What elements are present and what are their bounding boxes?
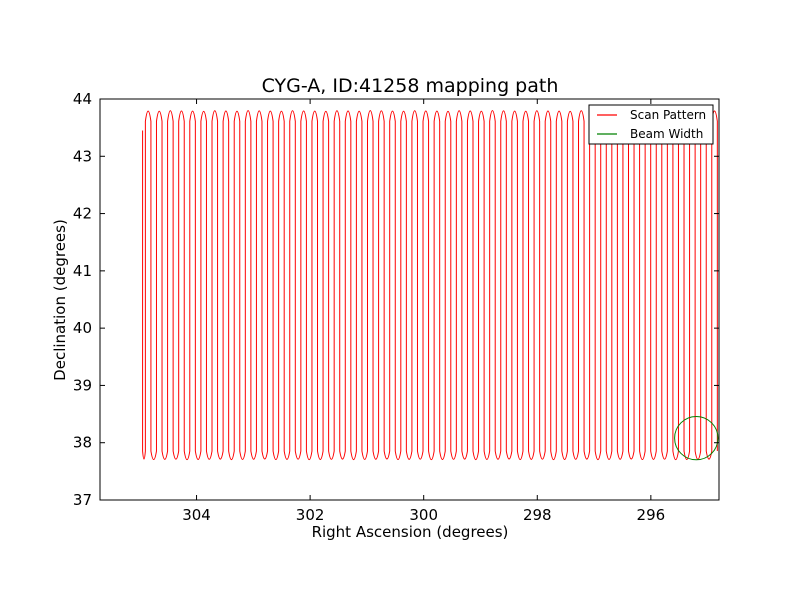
plot-frame xyxy=(99,98,720,501)
scan-pattern-line xyxy=(142,110,718,461)
y-tick-label: 41 xyxy=(73,262,92,280)
x-axis-label: Right Ascension (degrees) xyxy=(312,523,509,541)
scan-pattern-series xyxy=(142,110,718,461)
y-axis-ticks: 37 38 39 40 41 42 43 44 xyxy=(73,90,719,509)
chart-title: CYG-A, ID:41258 mapping path xyxy=(262,75,559,97)
x-tick-label: 302 xyxy=(296,506,325,524)
legend: Scan Pattern Beam Width xyxy=(588,104,714,145)
legend-scan-pattern-label: Scan Pattern xyxy=(630,108,706,122)
beam-width-series xyxy=(674,415,719,461)
plot-area xyxy=(99,98,720,501)
y-tick-label: 43 xyxy=(73,147,92,165)
y-tick-label: 40 xyxy=(73,319,92,337)
x-tick-label: 304 xyxy=(182,506,211,524)
x-axis-ticks: 304 302 300 298 296 xyxy=(182,99,665,524)
y-tick-label: 37 xyxy=(73,491,92,509)
x-tick-label: 296 xyxy=(637,506,666,524)
x-tick-label: 300 xyxy=(409,506,438,524)
legend-beam-width-label: Beam Width xyxy=(630,127,703,141)
beam-width-circle xyxy=(674,415,719,461)
y-axis-label: Declination (degrees) xyxy=(51,219,69,381)
x-tick-label: 298 xyxy=(523,506,552,524)
plot-background xyxy=(100,99,719,500)
y-tick-label: 38 xyxy=(73,434,92,452)
legend-box xyxy=(588,104,714,145)
y-tick-label: 44 xyxy=(73,90,92,108)
y-tick-label: 39 xyxy=(73,376,92,394)
y-tick-label: 42 xyxy=(73,205,92,223)
